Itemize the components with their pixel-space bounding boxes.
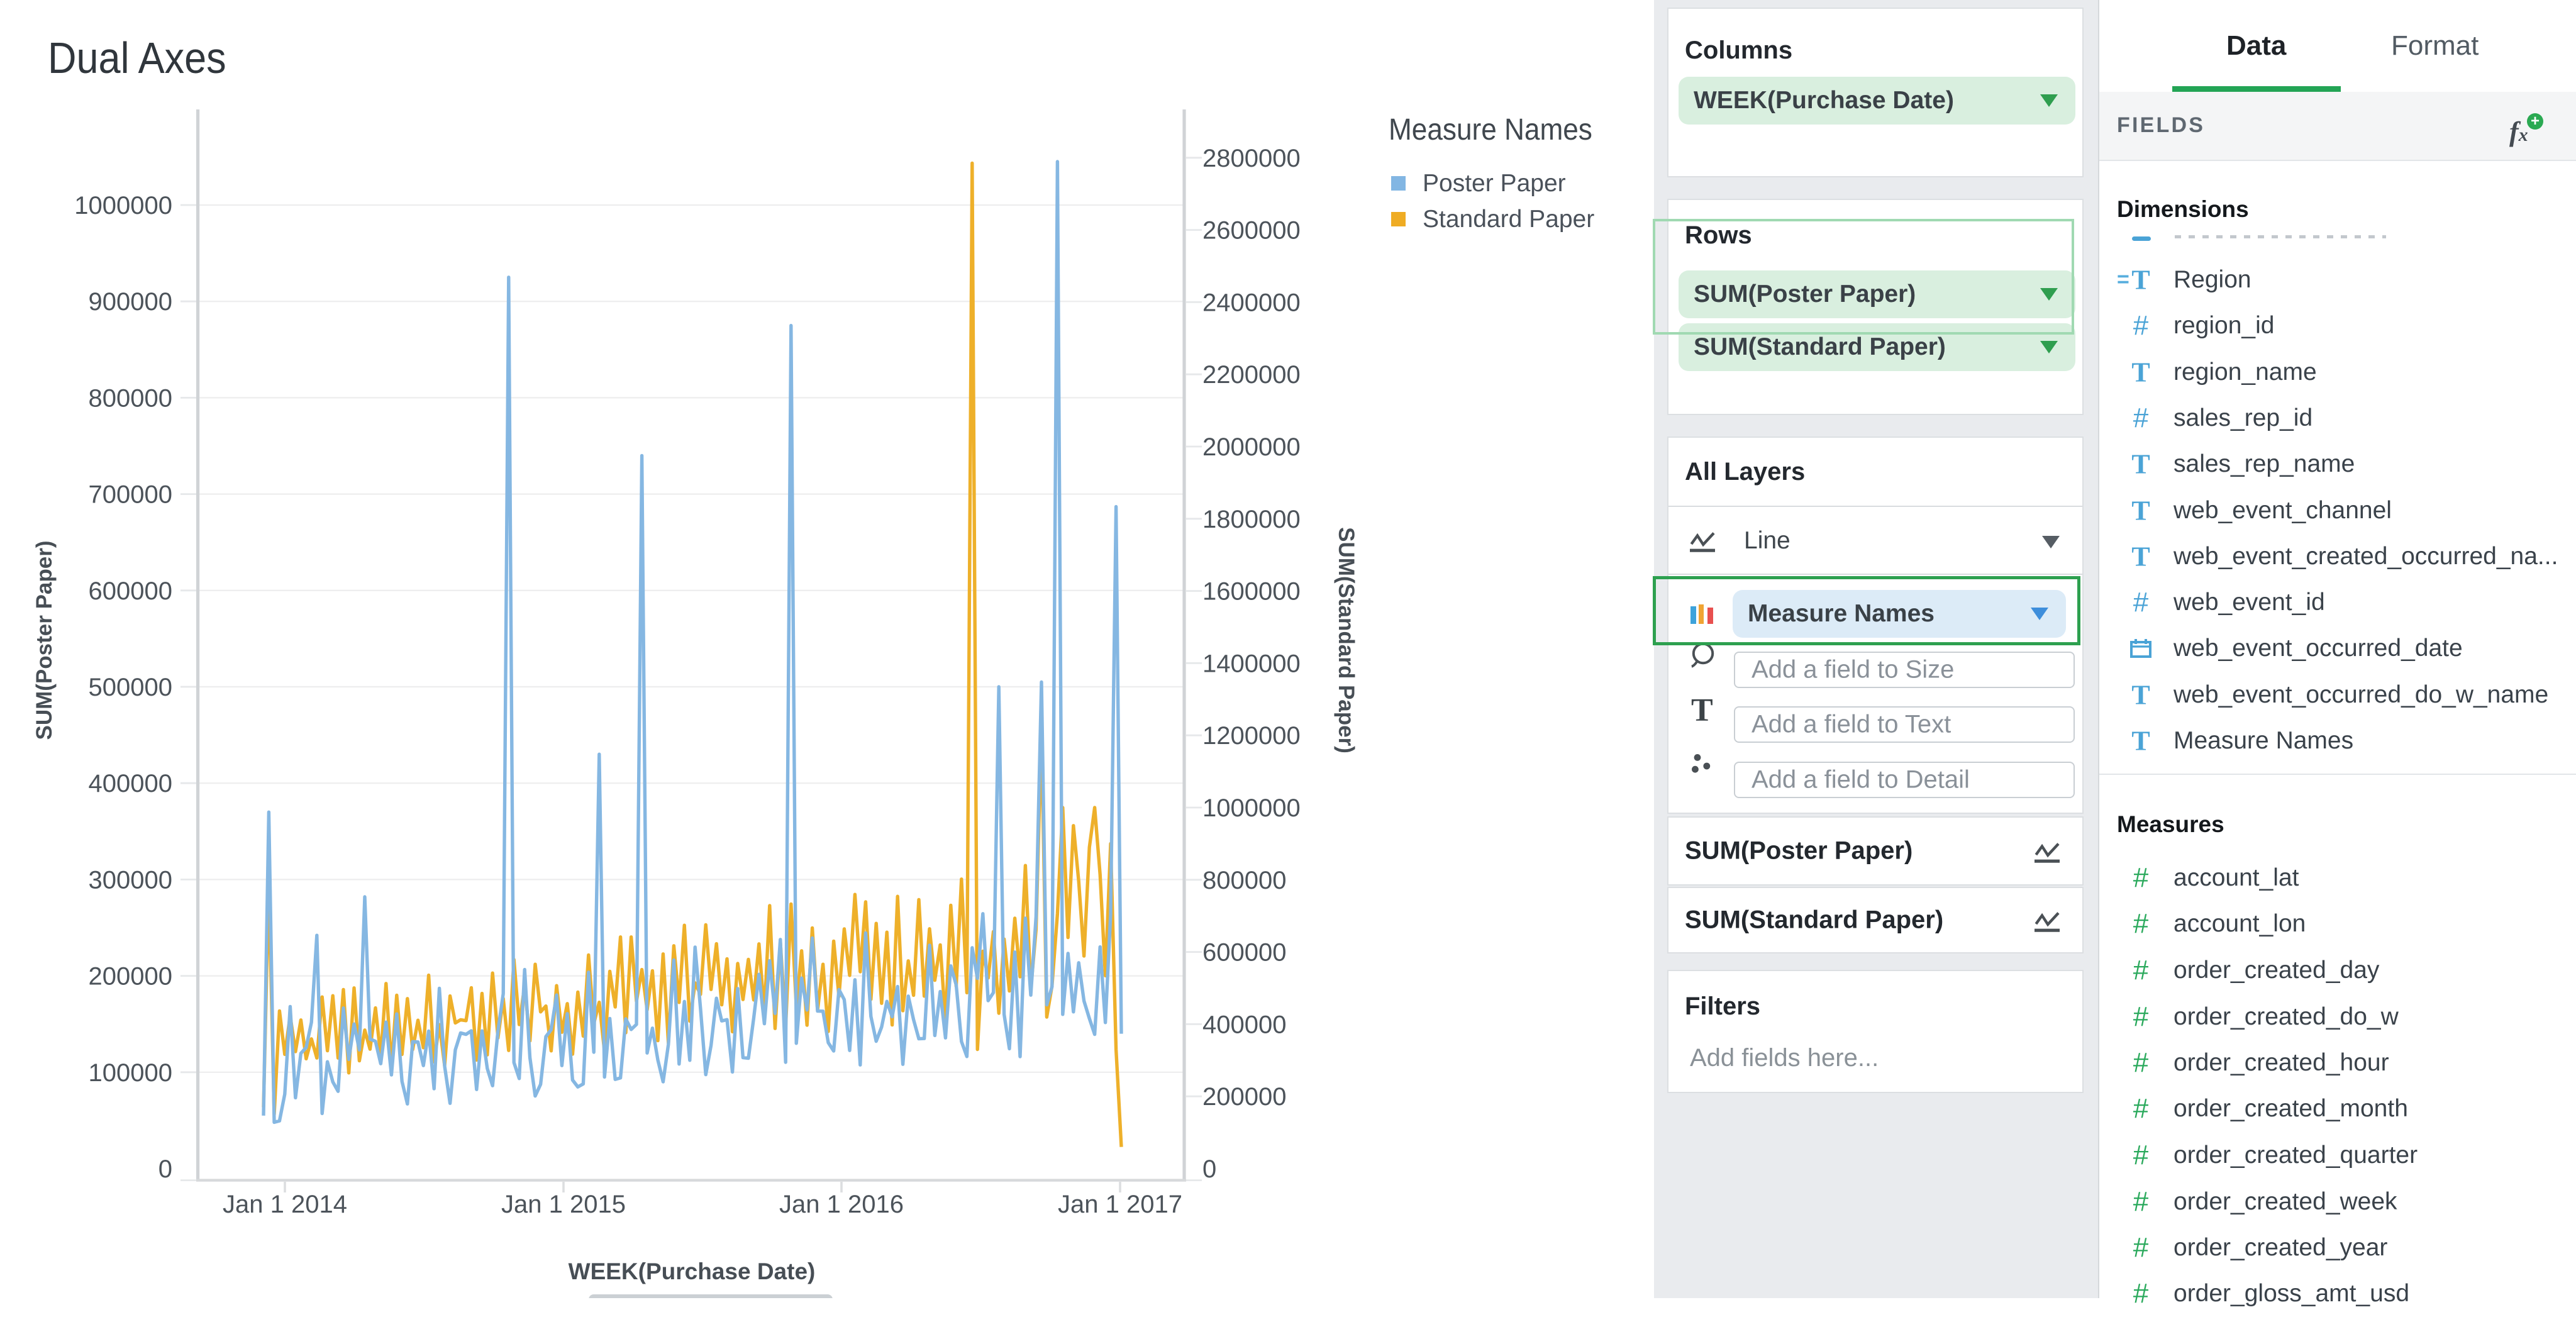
svg-text:700000: 700000 (89, 481, 172, 509)
svg-text:800000: 800000 (89, 384, 172, 412)
svg-text:1600000: 1600000 (1202, 578, 1301, 606)
svg-text:SUM(Standard Paper): SUM(Standard Paper) (1334, 527, 1358, 753)
svg-text:400000: 400000 (89, 770, 172, 797)
svg-text:1400000: 1400000 (1202, 650, 1301, 677)
svg-text:900000: 900000 (89, 288, 172, 316)
svg-text:0: 0 (1202, 1155, 1216, 1183)
svg-text:1000000: 1000000 (1202, 794, 1301, 822)
svg-text:Poster Paper: Poster Paper (1423, 170, 1566, 197)
svg-text:800000: 800000 (1202, 867, 1286, 894)
svg-text:1800000: 1800000 (1202, 506, 1301, 533)
svg-text:Measure Names: Measure Names (1389, 112, 1592, 146)
svg-text:200000: 200000 (1202, 1083, 1286, 1111)
svg-text:200000: 200000 (89, 963, 172, 991)
svg-text:2800000: 2800000 (1202, 145, 1301, 172)
svg-text:Jan 1 2016: Jan 1 2016 (779, 1191, 904, 1218)
svg-text:Jan 1 2014: Jan 1 2014 (223, 1191, 347, 1218)
svg-text:1200000: 1200000 (1202, 722, 1301, 750)
svg-text:500000: 500000 (89, 674, 172, 701)
svg-text:400000: 400000 (1202, 1011, 1286, 1038)
svg-text:100000: 100000 (89, 1059, 172, 1087)
svg-text:WEEK(Purchase Date): WEEK(Purchase Date) (569, 1259, 816, 1284)
svg-text:Jan 1 2017: Jan 1 2017 (1058, 1191, 1182, 1218)
svg-text:Standard Paper: Standard Paper (1423, 206, 1594, 233)
svg-text:0: 0 (158, 1155, 172, 1183)
svg-text:2200000: 2200000 (1202, 361, 1301, 389)
svg-text:600000: 600000 (1202, 939, 1286, 967)
svg-text:Jan 1 2015: Jan 1 2015 (501, 1191, 626, 1218)
svg-text:300000: 300000 (89, 866, 172, 894)
svg-text:SUM(Poster Paper): SUM(Poster Paper) (32, 540, 57, 740)
svg-text:2000000: 2000000 (1202, 433, 1301, 461)
svg-text:600000: 600000 (89, 577, 172, 605)
svg-text:2600000: 2600000 (1202, 217, 1301, 245)
svg-text:1000000: 1000000 (74, 192, 172, 220)
svg-text:2400000: 2400000 (1202, 289, 1301, 316)
